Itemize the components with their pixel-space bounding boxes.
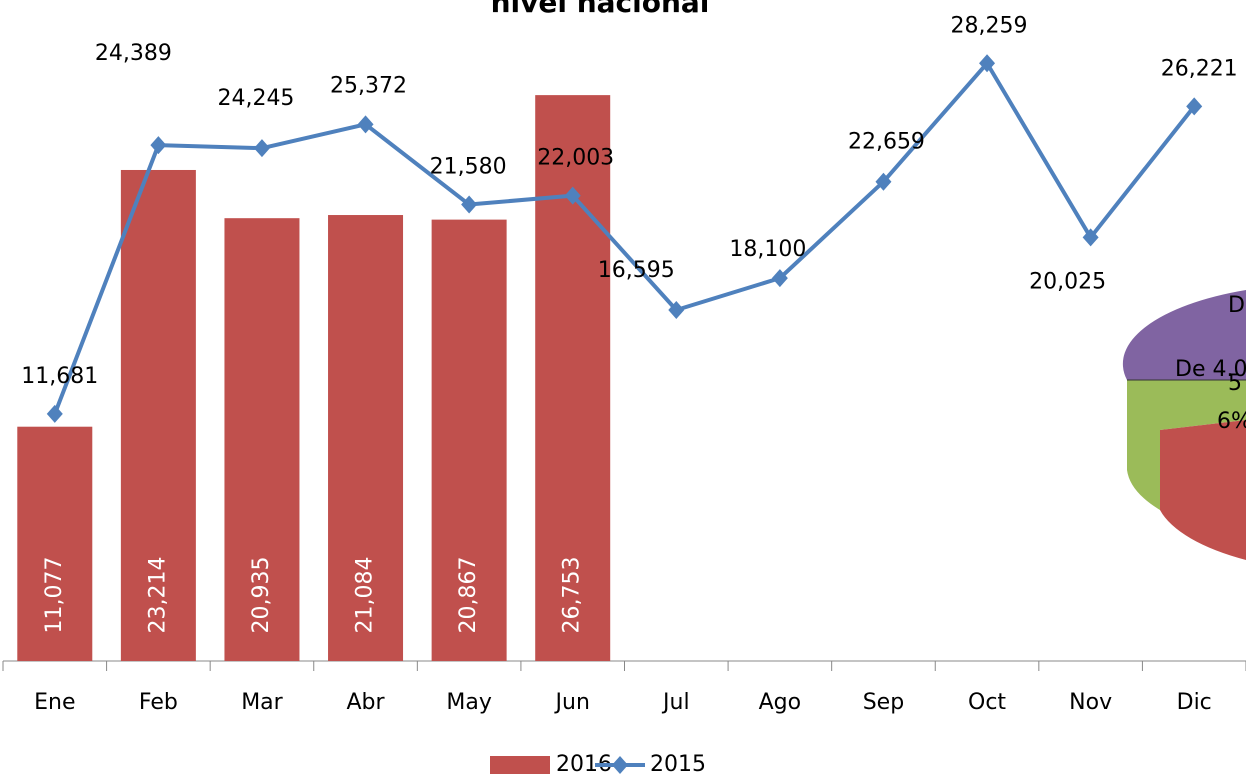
line-marker <box>253 139 270 158</box>
line-value-label: 18,100 <box>729 237 806 262</box>
bar <box>17 426 93 661</box>
line-value-label: 25,372 <box>330 73 407 98</box>
line-marker <box>1186 97 1203 116</box>
x-tick-label: Feb <box>139 690 178 715</box>
pie-fragment: D De 4.0 5 6% <box>1122 290 1246 560</box>
line-value-label: 26,221 <box>1161 56 1238 81</box>
pie-label: 6% <box>1217 409 1246 434</box>
line-marker <box>461 195 478 214</box>
line-value-label: 22,659 <box>848 130 925 155</box>
bar-value-label: 20,867 <box>456 557 481 634</box>
line-marker <box>357 115 374 134</box>
line-marker <box>150 136 167 155</box>
line-marker <box>979 54 996 73</box>
pie-slice <box>1127 380 1246 510</box>
line-value-label: 21,580 <box>430 155 507 180</box>
legend-marker <box>612 756 628 774</box>
line-marker <box>875 172 892 191</box>
line-value-label: 24,389 <box>95 41 172 66</box>
line-marker <box>1082 228 1099 247</box>
line-value-label: 24,245 <box>217 86 294 111</box>
x-tick-label: Sep <box>863 690 904 715</box>
bar-value-label: 26,753 <box>560 557 585 634</box>
pie-label: De 4.0 <box>1175 357 1246 382</box>
bar-value-label: 11,077 <box>42 557 67 634</box>
bar-value-label: 20,935 <box>249 557 274 634</box>
pie-label: D <box>1228 293 1245 318</box>
x-tick-label: Abr <box>347 690 386 715</box>
line-value-label: 16,595 <box>598 258 675 283</box>
line-value-label: 28,259 <box>951 13 1028 38</box>
line-marker <box>668 300 685 319</box>
x-tick-label: Nov <box>1069 690 1112 715</box>
pie-slice <box>1160 420 1246 560</box>
legend-label: 2015 <box>650 752 706 776</box>
pie-slice <box>1122 290 1246 380</box>
bar <box>328 215 404 661</box>
chart-title: nivel nacional <box>491 0 710 19</box>
x-tick-label: Ene <box>34 690 75 715</box>
x-tick-label: Ago <box>759 690 801 715</box>
x-tick-label: Jun <box>554 690 590 715</box>
x-tick-label: Jul <box>661 690 690 715</box>
line-marker <box>771 269 788 288</box>
line <box>52 61 1196 415</box>
x-tick-label: May <box>446 690 491 715</box>
bar-value-label: 23,214 <box>145 557 170 634</box>
line-value-label: 20,025 <box>1029 269 1106 294</box>
bar-value-label: 21,084 <box>353 557 378 634</box>
bar <box>120 169 196 661</box>
line-marker <box>564 186 581 205</box>
x-tick-label: Oct <box>968 690 1006 715</box>
bar <box>431 219 507 661</box>
line-marker <box>46 404 63 423</box>
x-tick-label: Mar <box>241 690 283 715</box>
x-tick-label: Dic <box>1177 690 1212 715</box>
bar <box>224 218 300 662</box>
line-value-label: 11,681 <box>21 364 98 389</box>
legend-swatch <box>490 756 550 774</box>
line-value-label: 22,003 <box>537 146 614 171</box>
pie-label: 5 <box>1228 371 1242 396</box>
